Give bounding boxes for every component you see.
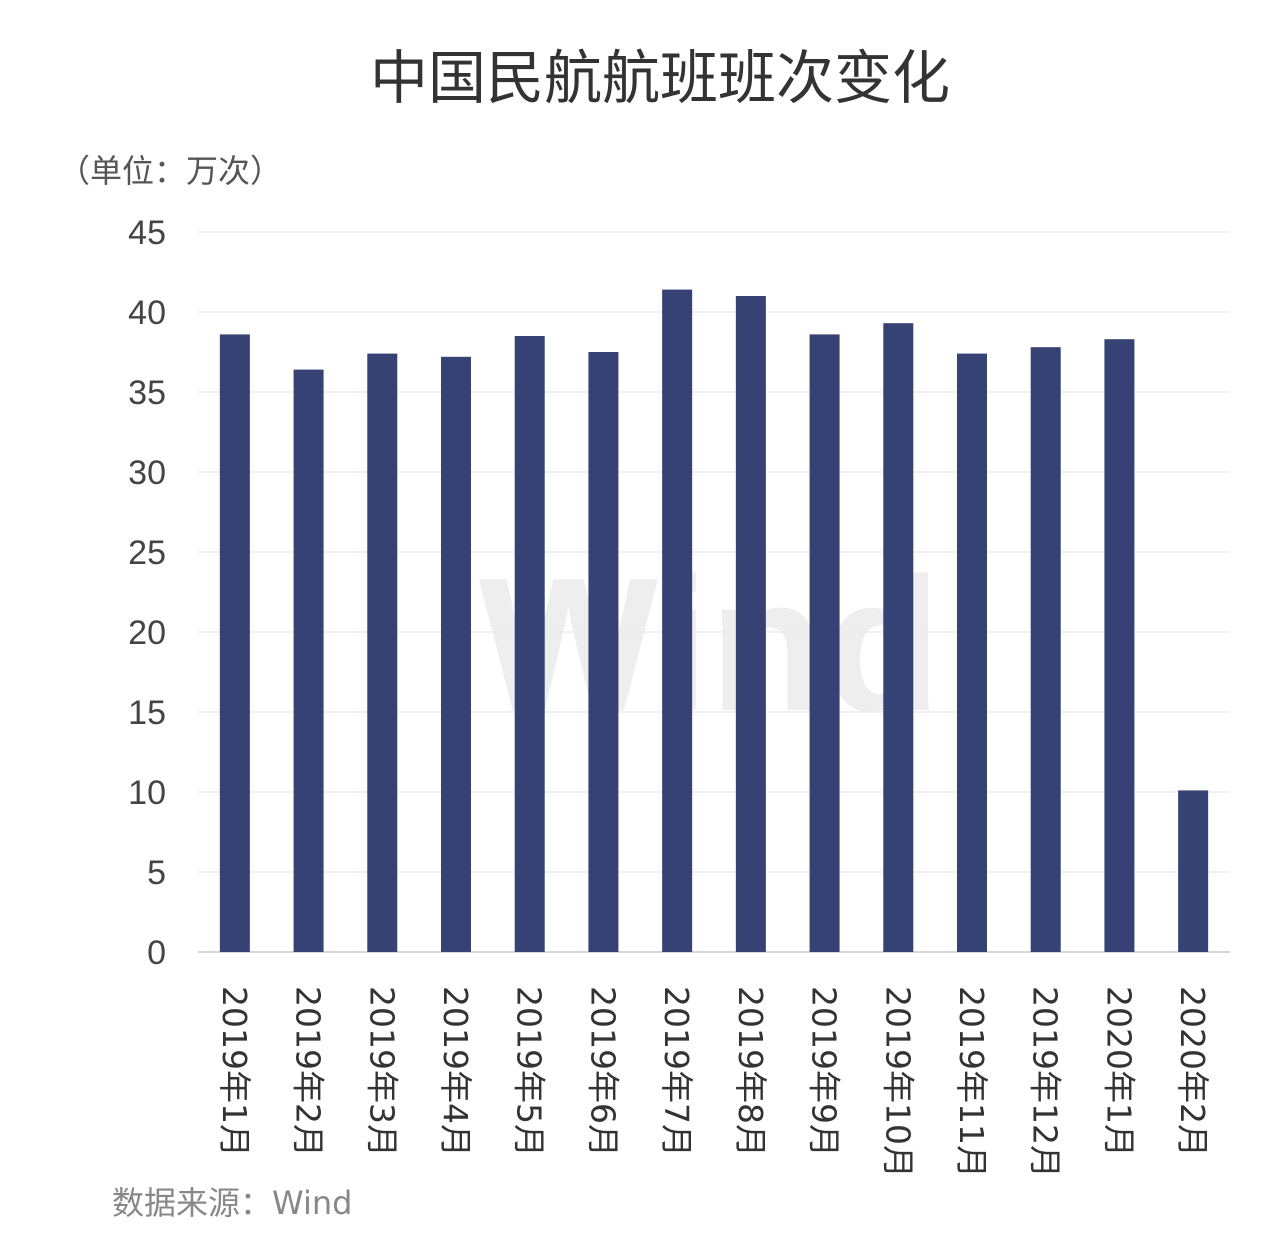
- x-tick-label: 2019年7月: [657, 986, 696, 1157]
- bar: [588, 352, 619, 952]
- x-tick-label: 2019年8月: [731, 986, 770, 1157]
- x-tick-label: 2019年2月: [289, 986, 328, 1157]
- bar: [219, 334, 250, 952]
- x-tick-label: 2020年2月: [1173, 986, 1212, 1157]
- x-tick-label: 2019年10月: [878, 986, 917, 1178]
- x-tick-label: 2019年5月: [510, 986, 549, 1157]
- chart-title: 中国民航航班班次变化: [370, 44, 950, 112]
- x-tick-label: 2019年4月: [436, 986, 475, 1157]
- y-tick-label: 40: [128, 294, 166, 332]
- y-tick-label: 20: [128, 614, 166, 652]
- x-tick-label: 2019年11月: [952, 986, 991, 1178]
- y-axis-unit-label: （单位：万次）: [58, 152, 282, 190]
- bars: [219, 289, 1209, 953]
- bar: [514, 336, 545, 952]
- y-tick-label: 10: [128, 774, 166, 812]
- y-tick-label: 30: [128, 454, 166, 492]
- y-tick-label: 35: [128, 374, 166, 412]
- x-tick-label: 2019年12月: [1026, 986, 1065, 1178]
- x-tick-label: 2020年1月: [1099, 986, 1138, 1157]
- y-tick-label: 15: [128, 694, 166, 732]
- x-tick-label: 2019年9月: [805, 986, 844, 1157]
- x-axis-ticks: 2019年1月 2019年2月 2019年3月 2019年4月 2019年5月 2019年…: [215, 986, 1212, 1178]
- bar: [293, 369, 324, 953]
- bar: [662, 289, 693, 953]
- y-axis-ticks: 0 5 10 15 20 25 30 35 40 45: [128, 214, 166, 972]
- bar: [1178, 790, 1209, 952]
- bar: [1104, 339, 1135, 952]
- bar: [441, 356, 471, 952]
- bar: [809, 334, 840, 952]
- x-tick-label: 2019年6月: [583, 986, 622, 1157]
- bar: [1030, 347, 1061, 952]
- bar: [883, 323, 914, 952]
- y-tick-label: 25: [128, 534, 166, 572]
- bar: [735, 296, 766, 952]
- y-tick-label: 0: [147, 934, 166, 972]
- x-tick-label: 2019年1月: [215, 986, 254, 1157]
- x-tick-label: 2019年3月: [362, 986, 401, 1157]
- y-tick-label: 5: [147, 854, 166, 892]
- watermark-logo: Wind: [479, 539, 942, 751]
- bar: [367, 353, 398, 953]
- data-source-label: 数据来源：Wind: [112, 1184, 352, 1222]
- y-tick-label: 45: [128, 214, 166, 252]
- bar: [957, 353, 987, 953]
